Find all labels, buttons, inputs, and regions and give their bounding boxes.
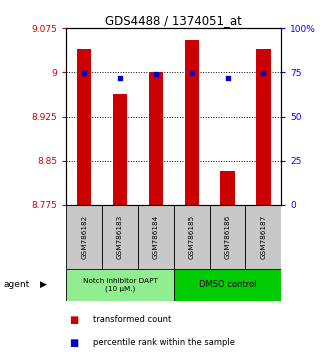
Bar [102, 205, 138, 269]
Point [81, 70, 87, 76]
Text: ■: ■ [70, 315, 79, 325]
Text: transformed count: transformed count [93, 315, 171, 324]
Bar [256, 49, 270, 205]
Point [189, 70, 194, 76]
Text: GSM786182: GSM786182 [81, 215, 87, 259]
Text: DMSO control: DMSO control [199, 280, 256, 289]
Text: GSM786184: GSM786184 [153, 215, 159, 259]
Text: Notch inhibitor DAPT
(10 μM.): Notch inhibitor DAPT (10 μM.) [82, 278, 158, 292]
Text: percentile rank within the sample: percentile rank within the sample [93, 338, 235, 347]
Bar [184, 40, 199, 205]
Bar [220, 171, 235, 205]
Point [153, 72, 159, 77]
Bar [77, 49, 91, 205]
Bar [174, 205, 210, 269]
Text: ■: ■ [70, 338, 79, 348]
Bar [246, 205, 281, 269]
Point [225, 75, 230, 81]
Bar [174, 269, 281, 301]
Bar [113, 94, 127, 205]
Text: ▶: ▶ [40, 280, 47, 289]
Text: GSM786186: GSM786186 [224, 215, 231, 259]
Text: GSM786187: GSM786187 [260, 215, 266, 259]
Bar [138, 205, 174, 269]
Text: agent: agent [3, 280, 29, 289]
Bar [66, 205, 102, 269]
Text: GSM786185: GSM786185 [189, 215, 195, 259]
Bar [149, 73, 163, 205]
Bar [210, 205, 246, 269]
Point [261, 70, 266, 76]
Text: GSM786183: GSM786183 [117, 215, 123, 259]
Point [117, 75, 122, 81]
Title: GDS4488 / 1374051_at: GDS4488 / 1374051_at [105, 14, 242, 27]
Bar [66, 269, 174, 301]
